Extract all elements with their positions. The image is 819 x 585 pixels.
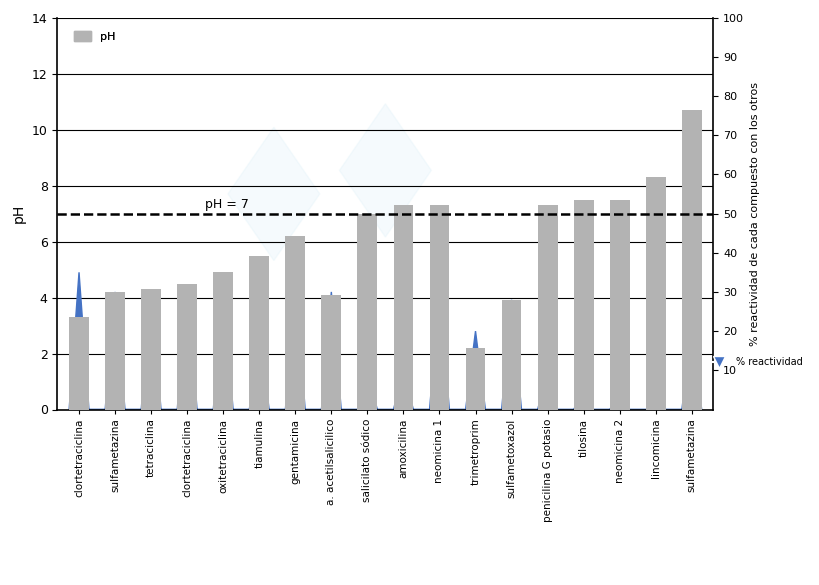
Bar xyxy=(141,289,161,410)
Bar xyxy=(249,256,269,410)
Bar xyxy=(681,110,701,410)
Bar xyxy=(105,292,124,410)
Legend: pH: pH xyxy=(70,27,120,47)
Bar xyxy=(357,214,377,410)
Polygon shape xyxy=(228,128,319,260)
Bar xyxy=(285,236,305,410)
Bar xyxy=(393,205,413,410)
Text: pH = 7: pH = 7 xyxy=(205,198,249,211)
Polygon shape xyxy=(339,104,431,237)
Bar xyxy=(429,205,449,410)
Polygon shape xyxy=(69,273,701,410)
Bar xyxy=(465,348,485,410)
Legend: % reactividad: % reactividad xyxy=(704,353,806,371)
Bar xyxy=(177,284,197,409)
Bar xyxy=(645,177,665,410)
Y-axis label: % reactividad de cada compuesto con los otros: % reactividad de cada compuesto con los … xyxy=(749,81,758,346)
Y-axis label: pH: pH xyxy=(12,204,26,223)
Bar xyxy=(573,199,593,410)
Bar xyxy=(501,300,521,410)
Bar xyxy=(321,295,341,409)
Bar xyxy=(537,205,557,410)
Bar xyxy=(609,199,629,410)
Bar xyxy=(213,273,233,410)
Bar xyxy=(69,317,88,410)
